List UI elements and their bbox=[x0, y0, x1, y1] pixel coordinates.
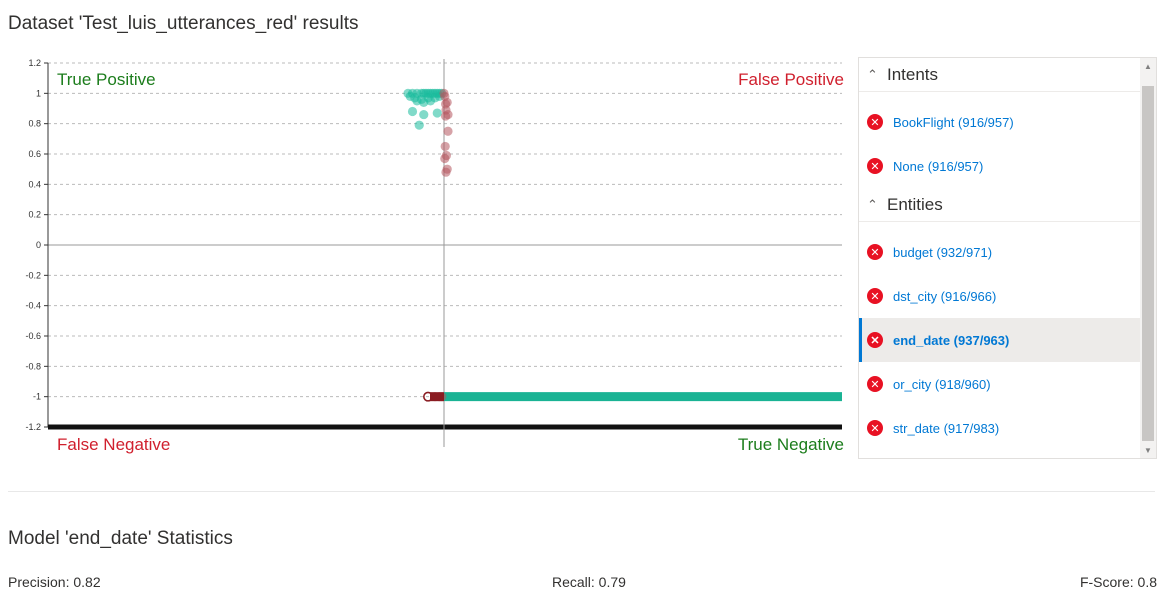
results-chart: 1.2 1 0.8 0.6 0.4 0.2 0 -0.2 -0.4 -0.6 -0.8 -1 -1.2 … bbox=[0, 55, 850, 460]
item-label: str_date (917/983) bbox=[893, 420, 1000, 436]
data-point bbox=[442, 97, 452, 108]
list-item-str-date[interactable]: ✕ str_date (917/983) bbox=[859, 406, 1140, 450]
quadrant-label-true-positive: True Positive bbox=[57, 70, 156, 89]
data-point bbox=[440, 141, 450, 152]
data-point bbox=[432, 108, 442, 118]
y-tick-label: -1.2 bbox=[25, 422, 41, 432]
error-icon: ✕ bbox=[867, 420, 883, 436]
model-list-panel[interactable]: ⌃ Intents ✕ BookFlight (916/957) ✕ None … bbox=[858, 57, 1157, 459]
data-point bbox=[414, 120, 424, 130]
group-header-intents[interactable]: ⌃ Intents bbox=[859, 58, 1156, 92]
y-tick-label: 1 bbox=[36, 88, 41, 98]
data-point bbox=[441, 167, 451, 177]
item-label: dst_city (916/966) bbox=[893, 288, 997, 304]
y-tick-label: -1 bbox=[33, 392, 41, 402]
error-icon: ✕ bbox=[867, 376, 883, 392]
scrollbar[interactable]: ▲ ▼ bbox=[1140, 58, 1156, 458]
page-title: Dataset 'Test_luis_utterances_red' resul… bbox=[8, 13, 359, 34]
chevron-up-icon: ⌃ bbox=[867, 197, 878, 212]
scroll-up-icon[interactable]: ▲ bbox=[1144, 61, 1152, 71]
list-item-end-date[interactable]: ✕ end_date (937/963) bbox=[859, 318, 1140, 362]
error-icon: ✕ bbox=[867, 114, 883, 130]
precision-value: Precision: 0.82 bbox=[8, 574, 101, 590]
data-point bbox=[440, 153, 450, 164]
false-negative-point bbox=[422, 391, 433, 402]
fscore-value: F-Score: 0.8 bbox=[1079, 574, 1157, 590]
group-label: Intents bbox=[887, 65, 939, 84]
quadrant-label-true-negative: True Negative bbox=[737, 435, 844, 454]
y-tick-label: -0.8 bbox=[25, 361, 41, 371]
y-tick-label: 0 bbox=[36, 240, 41, 250]
y-tick-label: -0.4 bbox=[25, 301, 41, 311]
list-item-none[interactable]: ✕ None (916/957) bbox=[859, 144, 1140, 188]
data-point bbox=[440, 111, 451, 121]
y-tick-label: 0.2 bbox=[28, 210, 41, 220]
quadrant-label-false-negative: False Negative bbox=[57, 435, 171, 454]
stats-title: Model 'end_date' Statistics bbox=[8, 528, 233, 549]
y-tick-label: 0.8 bbox=[28, 119, 41, 129]
chart-svg: 1.2 1 0.8 0.6 0.4 0.2 0 -0.2 -0.4 -0.6 -0.8 -1 -1.2 bbox=[25, 58, 842, 447]
scroll-thumb[interactable] bbox=[1142, 86, 1154, 441]
item-label: budget (932/971) bbox=[893, 244, 993, 260]
item-label: BookFlight (916/957) bbox=[893, 114, 1014, 130]
y-tick-label: -0.6 bbox=[25, 331, 41, 341]
chevron-up-icon: ⌃ bbox=[867, 67, 878, 82]
group-label: Entities bbox=[887, 195, 943, 214]
data-point bbox=[425, 96, 436, 106]
item-label: or_city (918/960) bbox=[893, 376, 991, 392]
y-tick-label: -0.2 bbox=[25, 270, 41, 280]
error-icon: ✕ bbox=[867, 158, 883, 174]
y-tick-label: 0.4 bbox=[28, 179, 41, 189]
data-point bbox=[443, 126, 453, 136]
error-icon: ✕ bbox=[867, 288, 883, 304]
data-point bbox=[419, 109, 429, 120]
group-header-entities[interactable]: ⌃ Entities bbox=[859, 188, 1156, 222]
error-icon: ✕ bbox=[867, 244, 883, 260]
error-icon: ✕ bbox=[867, 332, 883, 348]
section-divider bbox=[8, 491, 1155, 492]
scroll-down-icon[interactable]: ▼ bbox=[1144, 445, 1152, 455]
recall-value: Recall: 0.79 bbox=[552, 574, 626, 590]
list-item-dst-city[interactable]: ✕ dst_city (916/966) bbox=[859, 274, 1140, 318]
y-tick-label: 0.6 bbox=[28, 149, 41, 159]
item-label: None (916/957) bbox=[893, 158, 984, 174]
y-tick-label: 1.2 bbox=[28, 58, 41, 68]
false-negative-mark bbox=[430, 392, 444, 402]
list-item-budget[interactable]: ✕ budget (932/971) bbox=[859, 230, 1140, 274]
list-item-or-city[interactable]: ✕ or_city (918/960) bbox=[859, 362, 1140, 406]
data-point bbox=[407, 106, 418, 117]
item-label: end_date (937/963) bbox=[893, 332, 1010, 348]
quadrant-label-false-positive: False Positive bbox=[738, 70, 844, 89]
list-item-bookflight[interactable]: ✕ BookFlight (916/957) bbox=[859, 100, 1140, 144]
